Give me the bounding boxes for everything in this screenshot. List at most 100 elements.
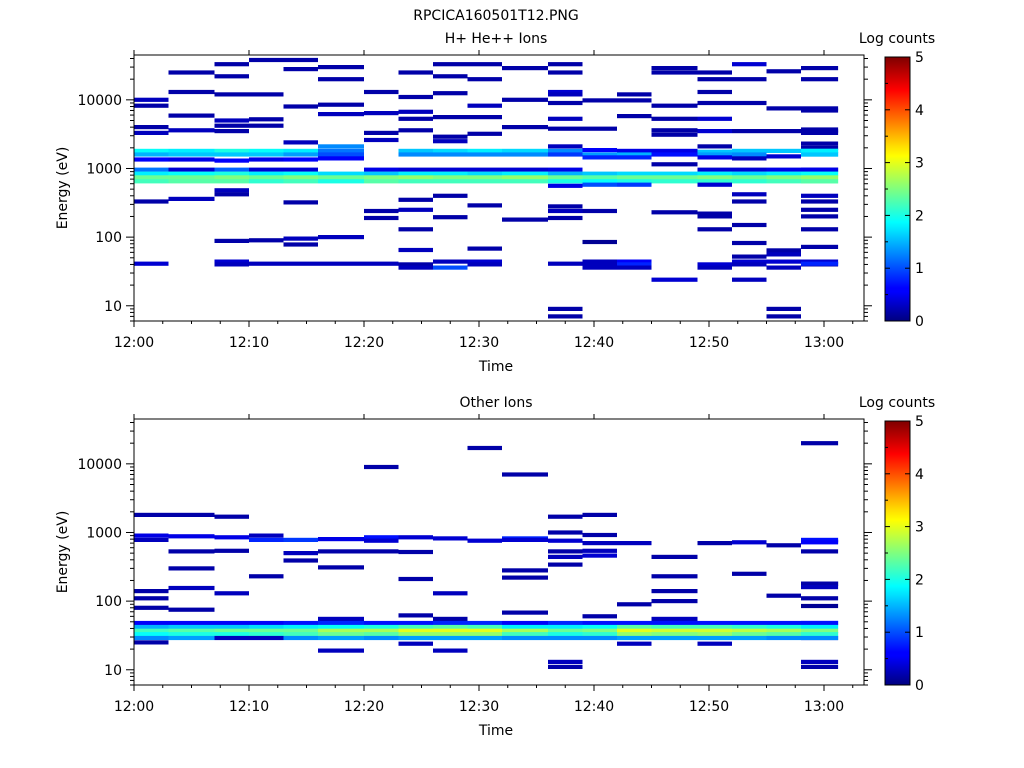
heatmap-cell — [548, 100, 583, 106]
heatmap-cell — [801, 175, 839, 180]
heatmap-cell — [283, 261, 318, 266]
heatmap-cell — [548, 70, 583, 75]
heatmap-cell — [732, 148, 767, 153]
heatmap-cell — [134, 171, 169, 176]
heatmap-cell — [134, 537, 169, 542]
axes: 12:00 12:10 12:20 12:30 12:40 12:50 13:00 10 100… — [77, 414, 872, 715]
heatmap-cell — [502, 175, 548, 180]
heatmap-cell — [318, 175, 364, 180]
heatmap-cell — [433, 591, 468, 596]
heatmap-cell — [318, 565, 364, 570]
heatmap-cell — [548, 632, 583, 637]
heatmap-cell — [283, 175, 318, 180]
heatmap-cell — [502, 167, 548, 172]
heatmap-cell — [697, 149, 732, 154]
heatmap-cell — [617, 182, 652, 187]
heatmap-cell — [651, 624, 698, 630]
heatmap-cell — [364, 464, 399, 470]
heatmap-cell — [283, 537, 318, 542]
heatmap-cell — [168, 148, 215, 153]
heatmap-cell — [214, 158, 249, 163]
heatmap-cell — [168, 175, 215, 180]
colorbar-tick-label: 5 — [915, 414, 924, 430]
heatmap-cell — [766, 106, 801, 111]
heatmap-cell — [283, 236, 318, 241]
heatmap-cell — [617, 628, 652, 633]
heatmap-cell — [732, 240, 767, 246]
heatmap-cell — [651, 554, 698, 559]
heatmap-cell — [502, 575, 548, 580]
heatmap-cell — [249, 533, 284, 538]
x-tick-label: 12:50 — [689, 335, 729, 351]
heatmap-cell — [582, 620, 617, 626]
heatmap-cell — [766, 129, 801, 134]
heatmap-cell — [502, 66, 548, 71]
heatmap-cell — [766, 175, 801, 180]
heatmap-cell — [134, 632, 169, 637]
heatmap-cell — [697, 144, 732, 149]
heatmap-cell — [134, 512, 169, 517]
heatmap-cell — [398, 247, 433, 253]
heatmap-cell — [398, 94, 433, 100]
heatmap-cell — [249, 152, 284, 157]
heatmap-cell — [502, 620, 548, 626]
heatmap-cell — [283, 104, 318, 109]
heatmap-cell — [697, 175, 732, 180]
heatmap-cell — [651, 210, 698, 215]
heatmap-cell — [651, 175, 698, 180]
y-axis-label: Energy (eV) — [55, 511, 71, 594]
heatmap-cell — [433, 171, 468, 176]
heatmap-cell — [364, 635, 399, 641]
heatmap-cell — [249, 632, 284, 637]
heatmap-cell — [433, 134, 468, 139]
heatmap-cell — [801, 632, 839, 637]
heatmap-cell — [318, 635, 364, 641]
heatmap-cell — [467, 632, 502, 637]
heatmap-cell — [214, 591, 249, 596]
heatmap-cell — [548, 171, 583, 176]
heatmap-cell — [582, 171, 617, 176]
heatmap-cell — [697, 628, 732, 633]
heatmap-cell — [548, 89, 583, 95]
heatmap-cell — [364, 208, 399, 214]
colorbar-tick-label: 4 — [915, 467, 924, 483]
heatmap-cell — [433, 620, 468, 626]
heatmap-cell — [433, 648, 468, 653]
heatmap-cell — [582, 628, 617, 633]
heatmap-cell — [398, 171, 433, 176]
colorbar-tick-label: 5 — [915, 50, 924, 66]
heatmap-cell — [134, 635, 169, 641]
panel-other-ions: Other Ions Log counts Time Energy (eV) 1… — [55, 395, 935, 739]
heatmap-cell — [249, 537, 284, 542]
heatmap-cell — [134, 103, 169, 108]
heatmap-cell — [168, 196, 215, 201]
heatmap-cell — [283, 620, 318, 626]
heatmap-cell — [214, 175, 249, 180]
heatmap-cell — [214, 179, 249, 184]
heatmap-cell — [801, 171, 839, 176]
heatmap-cell — [766, 306, 801, 311]
heatmap-cell — [651, 148, 698, 153]
heatmap-cell — [249, 117, 284, 122]
heatmap-cell — [214, 548, 249, 553]
heatmap-cell — [214, 192, 249, 197]
heatmap-cell — [617, 259, 652, 264]
x-tick-label: 12:10 — [229, 699, 269, 715]
plot-frame — [133, 54, 865, 322]
colorbar-tick-label: 4 — [915, 103, 924, 119]
heatmap-cell — [283, 140, 318, 145]
heatmap-cell — [582, 182, 617, 187]
heatmap-cell — [433, 167, 468, 172]
colorbar-ticks: 0 1 2 3 4 5 — [885, 414, 924, 694]
panel-title: H+ He++ Ions — [445, 31, 548, 47]
heatmap-cell — [318, 620, 364, 626]
heatmap-cell — [617, 620, 652, 626]
heatmap-cell — [801, 130, 839, 135]
heatmap-cell — [318, 632, 364, 637]
heatmap-cell — [318, 549, 364, 554]
heatmap-cell — [548, 554, 583, 559]
heatmap-cell — [134, 628, 169, 633]
heatmap-cell — [214, 171, 249, 176]
heatmap-cell — [651, 70, 698, 75]
heatmap-cell — [318, 171, 364, 176]
